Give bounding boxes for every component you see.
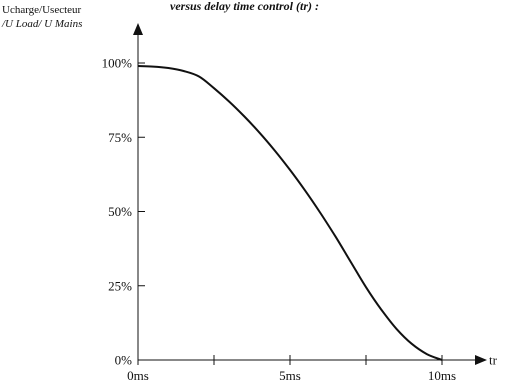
y-tick-label: 75% (108, 130, 132, 145)
x-axis-label: tr (489, 353, 498, 368)
x-tick-label: 10ms (428, 368, 456, 383)
y-tick-label: 50% (108, 204, 132, 219)
y-axis-label-line-2: /U Load/ U Mains (1, 18, 82, 30)
chart-title: versus delay time control (tr) : (170, 0, 319, 13)
x-tick-label: 5ms (279, 368, 301, 383)
tick-group: 0% 25% 50% 75% 100% 0ms 5ms 10ms (102, 56, 456, 383)
y-axis-label-line-1: Ucharge/Usecteur (2, 4, 82, 16)
y-tick-label: 0% (115, 353, 133, 368)
y-tick-label: 25% (108, 278, 132, 293)
series-line (137, 65, 443, 361)
plot-area (137, 65, 443, 361)
y-tick-label: 100% (102, 56, 133, 71)
x-tick-label: 0ms (127, 368, 149, 383)
